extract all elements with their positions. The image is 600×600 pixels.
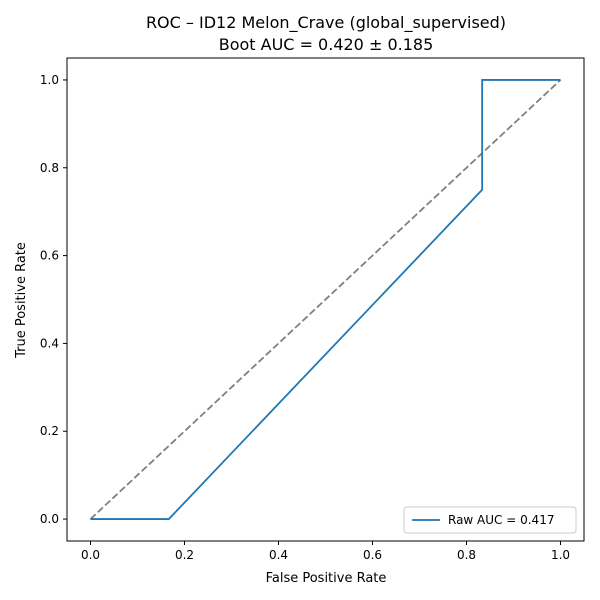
legend-box (403, 506, 577, 534)
roc-curve-line (90, 79, 561, 520)
x-axis-label: False Positive Rate (266, 571, 387, 586)
axes-frame (66, 57, 585, 542)
chart-title-line-1: ROC – ID12 Melon_Crave (global_supervise… (146, 13, 506, 33)
x-tick-label: 0.4 (269, 548, 288, 562)
legend-entry-label: Raw AUC = 0.417 (448, 513, 554, 527)
y-tick-label: 0.6 (40, 249, 59, 263)
x-tick-label: 0.8 (457, 548, 476, 562)
x-tick-label: 0.0 (81, 548, 100, 562)
y-tick-label: 0.2 (40, 424, 59, 438)
y-tick-label: 0.8 (40, 161, 59, 175)
plot-area: 0.0 0.2 0.4 0.6 0.8 1.0 0.0 0.2 0.4 0.6 0.8 1.0 Raw … (40, 57, 585, 562)
x-tick-label: 1.0 (551, 548, 570, 562)
y-tick-label: 0.0 (40, 512, 59, 526)
y-tick-label: 1.0 (40, 73, 59, 87)
y-axis-label: True Positive Rate (14, 242, 29, 359)
x-tick-label: 0.2 (175, 548, 194, 562)
chart-title-line-2: Boot AUC = 0.420 ± 0.185 (219, 35, 434, 54)
x-tick-label: 0.6 (363, 548, 382, 562)
y-tick-label: 0.4 (40, 336, 59, 350)
